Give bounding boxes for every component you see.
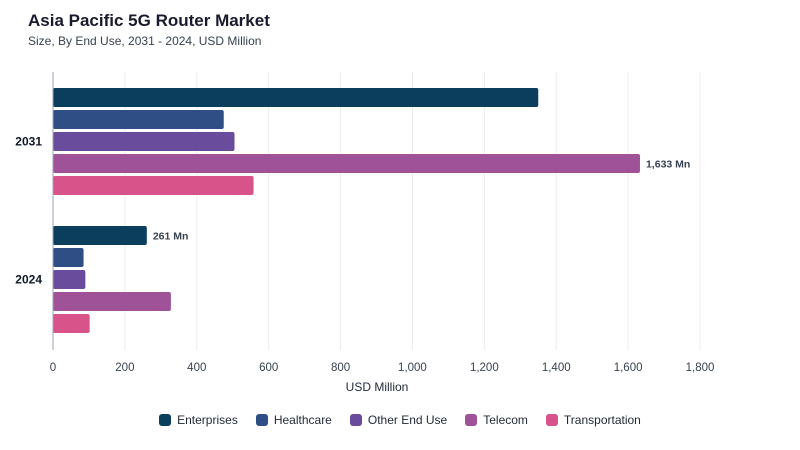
legend: Enterprises Healthcare Other End Use Teleco… bbox=[0, 413, 800, 427]
legend-swatch bbox=[465, 414, 478, 426]
data-label: 1,633 Mn bbox=[646, 159, 690, 171]
legend-item-telecom[interactable]: Telecom bbox=[465, 413, 528, 427]
x-tick-label: 1,800 bbox=[686, 362, 715, 374]
bars-group bbox=[53, 88, 640, 333]
bar-enterprises-2024 bbox=[53, 226, 147, 245]
bar-other-end-use-2031 bbox=[53, 132, 235, 151]
x-tick-label: 200 bbox=[115, 362, 134, 374]
bar-healthcare-2024 bbox=[53, 248, 84, 267]
x-axis-title: USD Million bbox=[346, 380, 409, 394]
category-label-2031: 2031 bbox=[15, 135, 42, 149]
legend-swatch bbox=[545, 414, 558, 426]
legend-swatch bbox=[255, 414, 268, 426]
x-axis-ticks: 0 200 400 600 800 1,000 1,200 1,400 1,600 1,800 bbox=[50, 362, 715, 374]
legend-item-other-end-use[interactable]: Other End Use bbox=[349, 413, 448, 427]
bar-healthcare-2031 bbox=[53, 110, 224, 129]
legend-label: Enterprises bbox=[177, 413, 238, 427]
chart-title: Asia Pacific 5G Router Market bbox=[28, 11, 270, 30]
x-tick-label: 1,200 bbox=[470, 362, 499, 374]
bar-transportation-2024 bbox=[53, 314, 90, 333]
legend-item-enterprises[interactable]: Enterprises bbox=[159, 413, 238, 427]
x-tick-label: 0 bbox=[50, 362, 56, 374]
x-tick-label: 600 bbox=[259, 362, 278, 374]
legend-item-healthcare[interactable]: Healthcare bbox=[255, 413, 332, 427]
legend-item-transportation[interactable]: Transportation bbox=[545, 413, 641, 427]
chart-subtitle: Size, By End Use, 2031 - 2024, USD Milli… bbox=[28, 34, 262, 48]
category-label-2024: 2024 bbox=[15, 273, 42, 287]
x-tick-label: 1,000 bbox=[398, 362, 427, 374]
legend-swatch bbox=[349, 414, 362, 426]
legend-label: Other End Use bbox=[367, 413, 448, 427]
x-tick-label: 800 bbox=[331, 362, 350, 374]
y-axis-categories: 2031 2024 bbox=[15, 135, 42, 287]
bar-other-end-use-2024 bbox=[53, 270, 86, 289]
x-tick-label: 1,400 bbox=[542, 362, 571, 374]
bar-telecom-2031 bbox=[53, 154, 640, 173]
bar-telecom-2024 bbox=[53, 292, 171, 311]
legend-label: Transportation bbox=[563, 413, 641, 427]
data-labels-group: 1,633 Mn 261 Mn bbox=[153, 159, 691, 243]
bar-enterprises-2031 bbox=[53, 88, 539, 107]
x-tick-label: 400 bbox=[187, 362, 206, 374]
legend-swatch bbox=[159, 414, 172, 426]
data-label: 261 Mn bbox=[153, 231, 189, 243]
x-tick-label: 1,600 bbox=[614, 362, 643, 374]
legend-label: Telecom bbox=[483, 413, 528, 427]
bar-transportation-2031 bbox=[53, 176, 254, 195]
legend-label: Healthcare bbox=[273, 413, 332, 427]
